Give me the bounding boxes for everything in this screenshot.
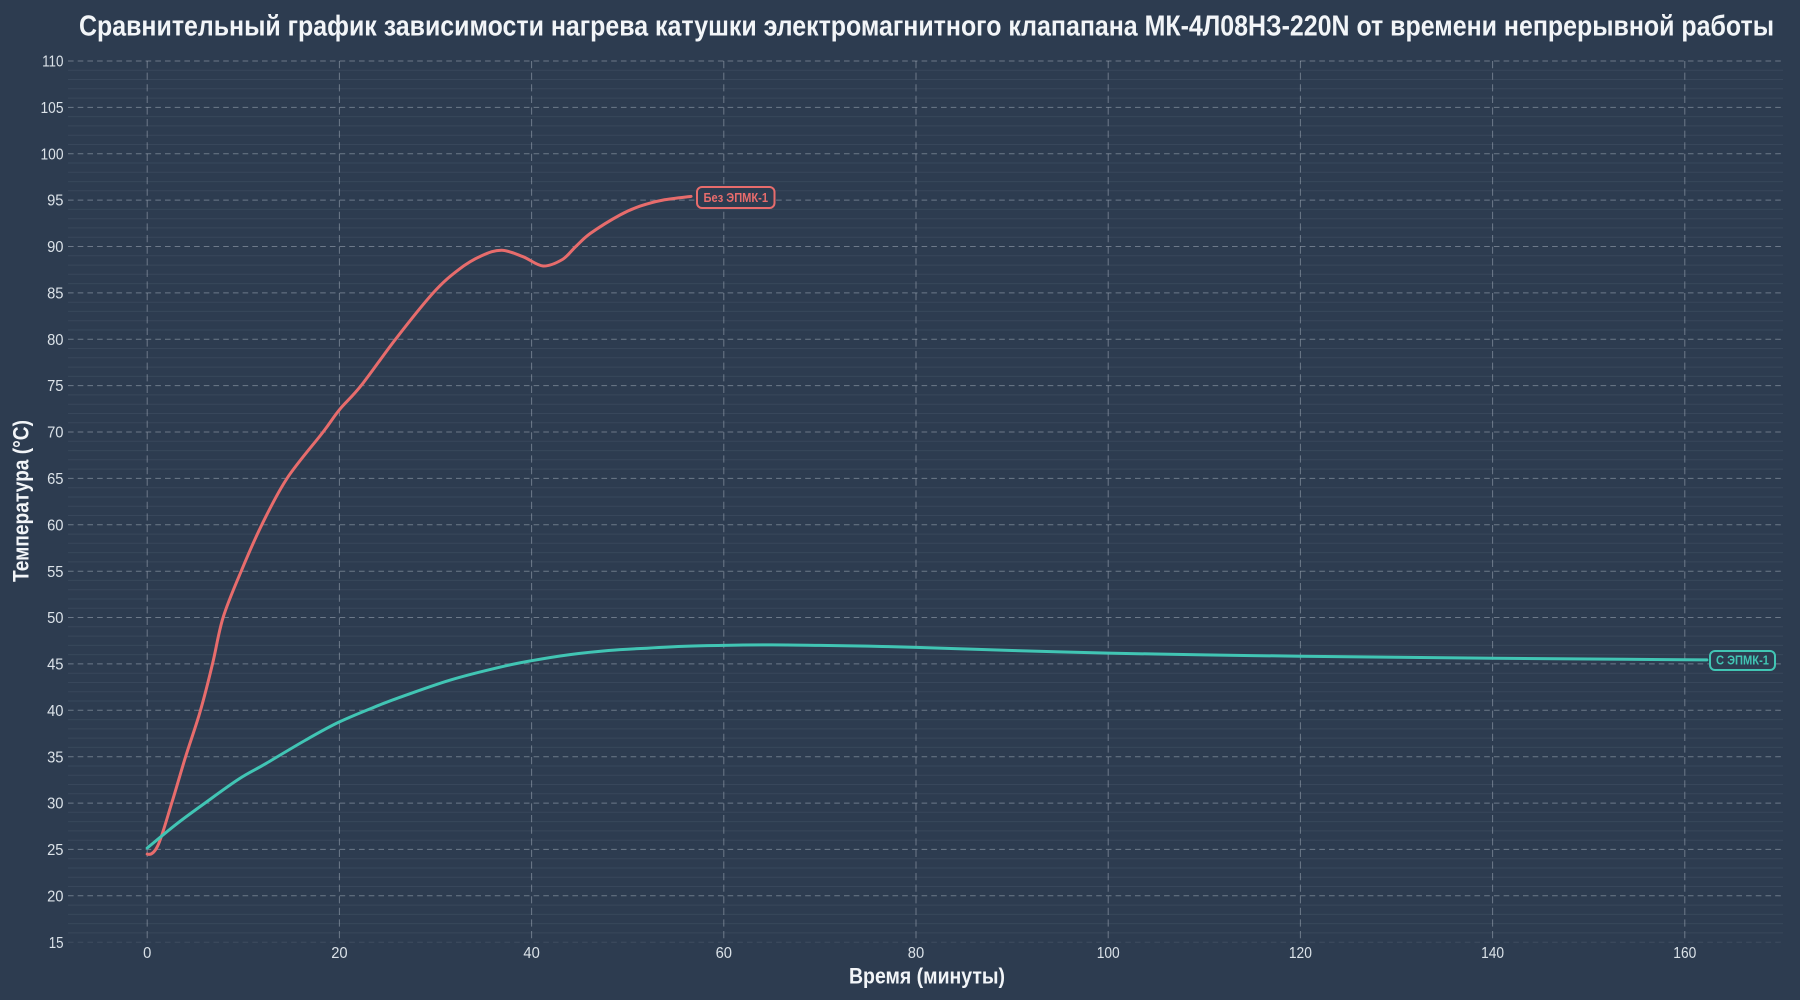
svg-text:60: 60 (716, 945, 732, 962)
svg-text:60: 60 (47, 517, 63, 534)
svg-text:15: 15 (49, 935, 64, 952)
svg-text:80: 80 (908, 945, 924, 962)
svg-text:70: 70 (47, 425, 63, 442)
svg-text:110: 110 (42, 54, 63, 71)
svg-text:20: 20 (47, 888, 63, 905)
svg-text:Без ЭПМК-1: Без ЭПМК-1 (704, 191, 769, 205)
svg-text:100: 100 (41, 146, 64, 163)
svg-text:160: 160 (1673, 945, 1696, 962)
svg-text:Время (минуты): Время (минуты) (849, 964, 1005, 989)
svg-text:65: 65 (47, 471, 63, 488)
svg-text:20: 20 (331, 945, 347, 962)
svg-text:50: 50 (47, 610, 63, 627)
svg-text:С ЭПМК-1: С ЭПМК-1 (1716, 654, 1769, 668)
svg-text:120: 120 (1289, 945, 1312, 962)
svg-text:0: 0 (143, 945, 151, 962)
svg-text:40: 40 (523, 945, 539, 962)
svg-text:105: 105 (41, 100, 64, 117)
svg-text:140: 140 (1481, 945, 1504, 962)
svg-text:40: 40 (47, 703, 63, 720)
svg-text:Сравнительный график зависимос: Сравнительный график зависимости нагрева… (79, 11, 1774, 43)
svg-text:80: 80 (47, 332, 63, 349)
svg-text:25: 25 (47, 842, 63, 859)
svg-text:95: 95 (47, 193, 63, 210)
svg-text:35: 35 (47, 749, 63, 766)
svg-text:85: 85 (47, 286, 63, 303)
svg-text:100: 100 (1097, 945, 1120, 962)
svg-text:55: 55 (47, 564, 63, 581)
svg-text:Температура (°C): Температура (°C) (9, 420, 34, 582)
svg-text:90: 90 (47, 239, 63, 256)
svg-text:30: 30 (47, 796, 63, 813)
svg-text:75: 75 (47, 378, 63, 395)
svg-text:45: 45 (47, 657, 63, 674)
